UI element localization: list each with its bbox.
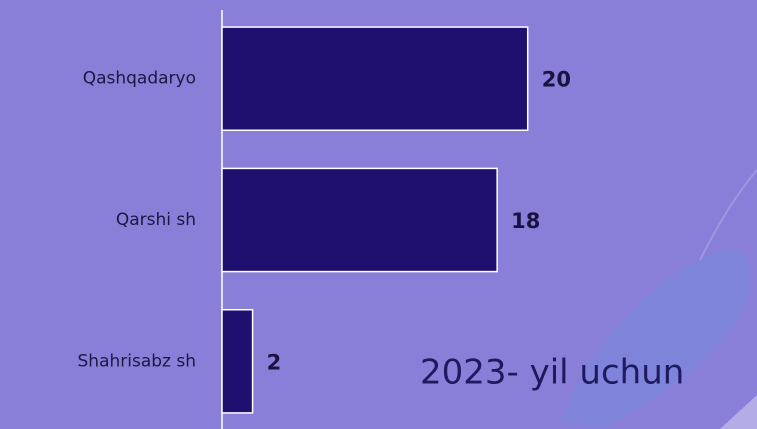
category-label: Qashqadaryo — [83, 69, 196, 89]
value-label: 18 — [511, 209, 540, 233]
value-label: 20 — [542, 68, 571, 92]
decor-shape — [560, 248, 751, 429]
bar — [221, 308, 254, 414]
category-label: Shahrisabz sh — [78, 351, 197, 371]
annotation: 2023- yil uchun — [420, 353, 684, 393]
category-label: Qarshi sh — [116, 210, 196, 230]
bar — [221, 167, 498, 273]
decor-line — [699, 169, 757, 261]
decoration — [560, 169, 757, 429]
bar — [221, 26, 529, 132]
decor-corner — [720, 395, 757, 429]
value-label: 2 — [267, 350, 282, 374]
